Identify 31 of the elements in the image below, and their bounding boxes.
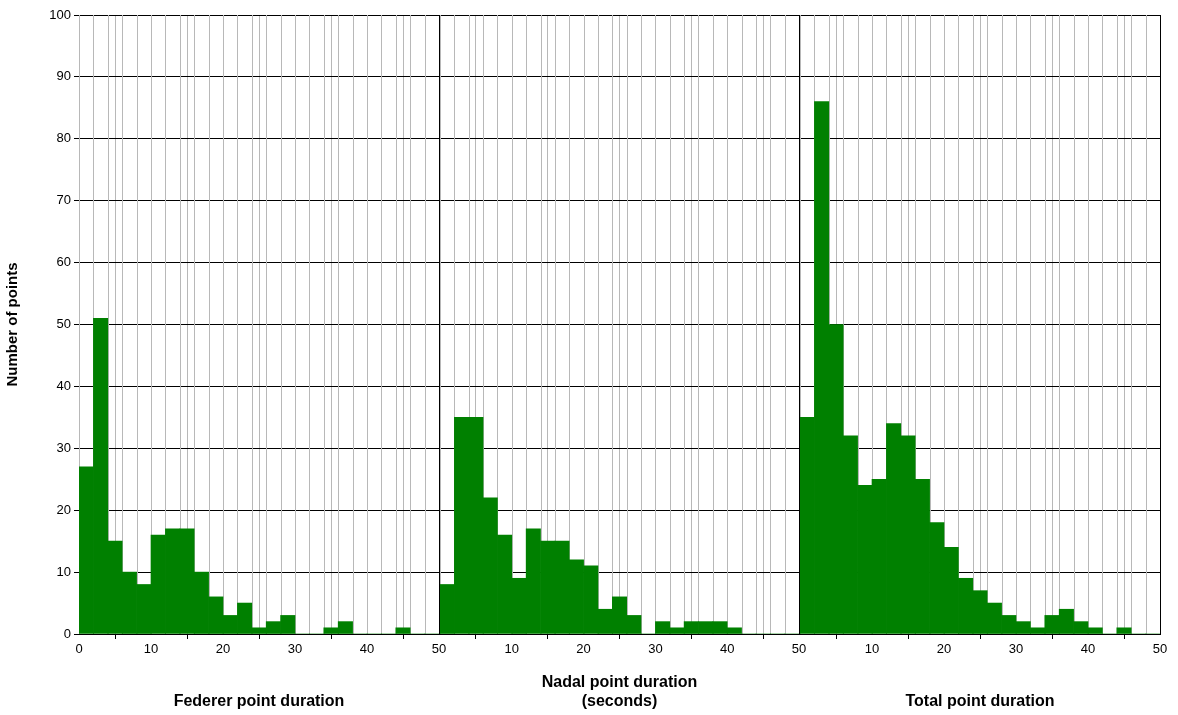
y-tick-label: 80 [56,130,71,146]
y-tick-label: 20 [56,501,71,517]
x-tick-label: 30 [287,641,303,657]
x-tick-label: 0 [75,641,83,657]
y-tick-label: 0 [63,625,71,641]
x-tick-label: 10 [504,641,520,657]
x-tick-label: 20 [936,641,952,657]
x-tick-label: 40 [359,641,375,657]
x-tick-label: 50 [431,641,447,657]
x-tick-label: 30 [1008,641,1024,657]
y-tick-label: 10 [56,563,71,579]
x-axis-title: Nadal point duration (seconds) [541,672,698,709]
x-tick-label: 40 [719,641,735,657]
x-tick-label: 20 [215,641,231,657]
x-tick-label: 10 [143,641,159,657]
x-tick-label: 10 [864,641,880,657]
y-tick-label: 40 [56,377,71,393]
y-tick-label: 100 [49,6,71,22]
x-axis-title: Federer point duration [173,691,345,709]
x-tick-label: 20 [576,641,591,657]
x-tick-label: 40 [1080,641,1096,657]
y-tick-label: 50 [56,316,71,332]
y-axis-title: Number of points [3,262,21,387]
y-tick-label: 90 [56,68,71,84]
x-tick-label: 30 [648,641,663,657]
y-tick-label: 60 [56,254,71,270]
x-axis-title: Total point duration [905,691,1055,709]
y-tick-label: 70 [56,192,71,208]
x-tick-label: 50 [791,641,807,657]
y-tick-label: 30 [56,439,71,455]
x-tick-label: 50 [1152,641,1168,657]
